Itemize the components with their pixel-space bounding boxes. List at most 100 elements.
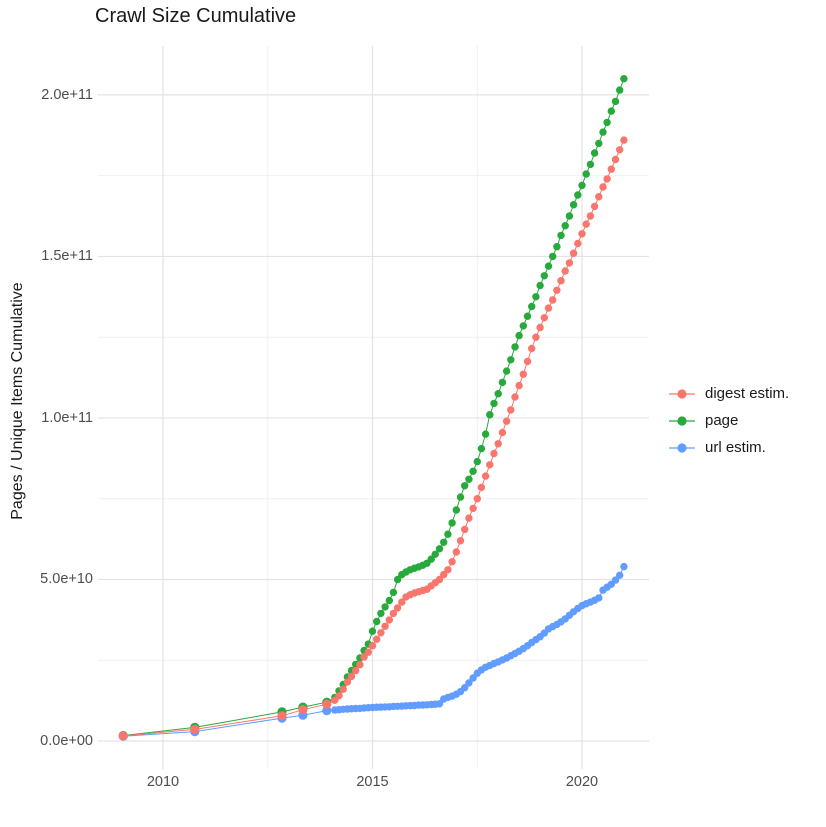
data-point (616, 86, 624, 94)
legend-item-url-estim: url estim. (668, 434, 789, 461)
data-point (616, 571, 624, 579)
data-point (536, 281, 544, 290)
data-point (452, 548, 460, 556)
data-point (435, 700, 444, 708)
data-point (393, 575, 402, 584)
data-point (565, 259, 574, 267)
data-point (515, 381, 523, 390)
series-digest-estim (118, 136, 628, 741)
data-point (519, 322, 527, 330)
data-point (519, 370, 527, 378)
data-point (553, 286, 561, 294)
data-point (456, 493, 465, 501)
data-point (277, 711, 287, 721)
data-point (356, 661, 364, 669)
data-point (515, 331, 523, 340)
data-point (335, 692, 343, 700)
data-point (477, 444, 486, 453)
data-point (389, 588, 398, 597)
data-point (444, 566, 452, 574)
data-point (381, 603, 389, 611)
data-point (461, 482, 469, 490)
data-point (498, 428, 507, 437)
legend-label: url estim. (705, 439, 766, 456)
data-point (477, 483, 486, 492)
data-point (398, 598, 406, 606)
data-point (507, 356, 515, 364)
data-point (532, 293, 540, 301)
legend-label: page (705, 412, 739, 429)
data-point (586, 212, 595, 220)
data-point (339, 685, 347, 693)
data-point (578, 181, 586, 190)
chart-title: Crawl Size Cumulative (95, 5, 297, 27)
legend-item-digest-estim: digest estim. (668, 380, 789, 407)
data-point (590, 149, 599, 157)
data-point (582, 170, 590, 178)
data-point (611, 576, 620, 584)
data-point (343, 678, 352, 686)
y-tick-label: 1.5e+11 (41, 248, 93, 265)
legend-item-page: page (668, 407, 789, 434)
data-point (427, 555, 435, 563)
data-point (536, 323, 544, 332)
y-tick-label: 2.0e+11 (41, 86, 93, 103)
data-point (532, 333, 540, 341)
data-point (549, 296, 557, 304)
data-point (557, 231, 565, 240)
data-point (322, 706, 332, 716)
y-tick-label: 0.0e+00 (40, 733, 93, 749)
data-point (481, 430, 490, 438)
data-point (385, 596, 393, 605)
data-point (486, 461, 494, 469)
data-point (494, 440, 502, 448)
data-point (469, 467, 477, 475)
y-tick-label: 1.0e+11 (41, 409, 93, 426)
data-point (190, 724, 200, 735)
data-point (368, 642, 377, 650)
data-point (490, 399, 498, 408)
data-point (561, 267, 569, 275)
data-point (360, 653, 368, 661)
data-point (528, 302, 536, 311)
y-tick-label: 5.0e+10 (40, 571, 93, 588)
data-point (490, 449, 498, 458)
gridlines (98, 46, 649, 769)
data-point (540, 314, 548, 322)
data-point (574, 191, 582, 199)
data-point (440, 570, 448, 579)
data-point (561, 222, 569, 230)
data-point (511, 343, 519, 351)
data-point (448, 558, 456, 566)
data-point (385, 616, 393, 624)
data-point (373, 617, 381, 626)
data-point (368, 627, 377, 635)
data-point (461, 525, 469, 534)
data-point (435, 575, 444, 584)
data-point (473, 457, 481, 466)
x-tick-label: 2020 (565, 774, 599, 790)
data-point (620, 562, 628, 571)
data-point (603, 175, 611, 183)
data-point (498, 378, 507, 387)
data-point (448, 519, 456, 527)
data-point (528, 344, 536, 353)
url-estim-legend-key-icon (669, 442, 695, 453)
data-point (377, 609, 385, 618)
data-point (544, 262, 553, 270)
data-point (469, 504, 477, 513)
data-point (511, 393, 519, 401)
legend-label: digest estim. (705, 385, 790, 402)
data-point (569, 201, 578, 209)
data-point (118, 731, 128, 741)
data-point (574, 239, 582, 248)
data-point (298, 705, 308, 715)
data-point (569, 249, 578, 257)
data-point (347, 672, 356, 681)
data-point (507, 406, 515, 414)
data-point (586, 160, 595, 169)
data-point (373, 635, 381, 643)
digest-estim-legend-key-icon (669, 388, 695, 399)
